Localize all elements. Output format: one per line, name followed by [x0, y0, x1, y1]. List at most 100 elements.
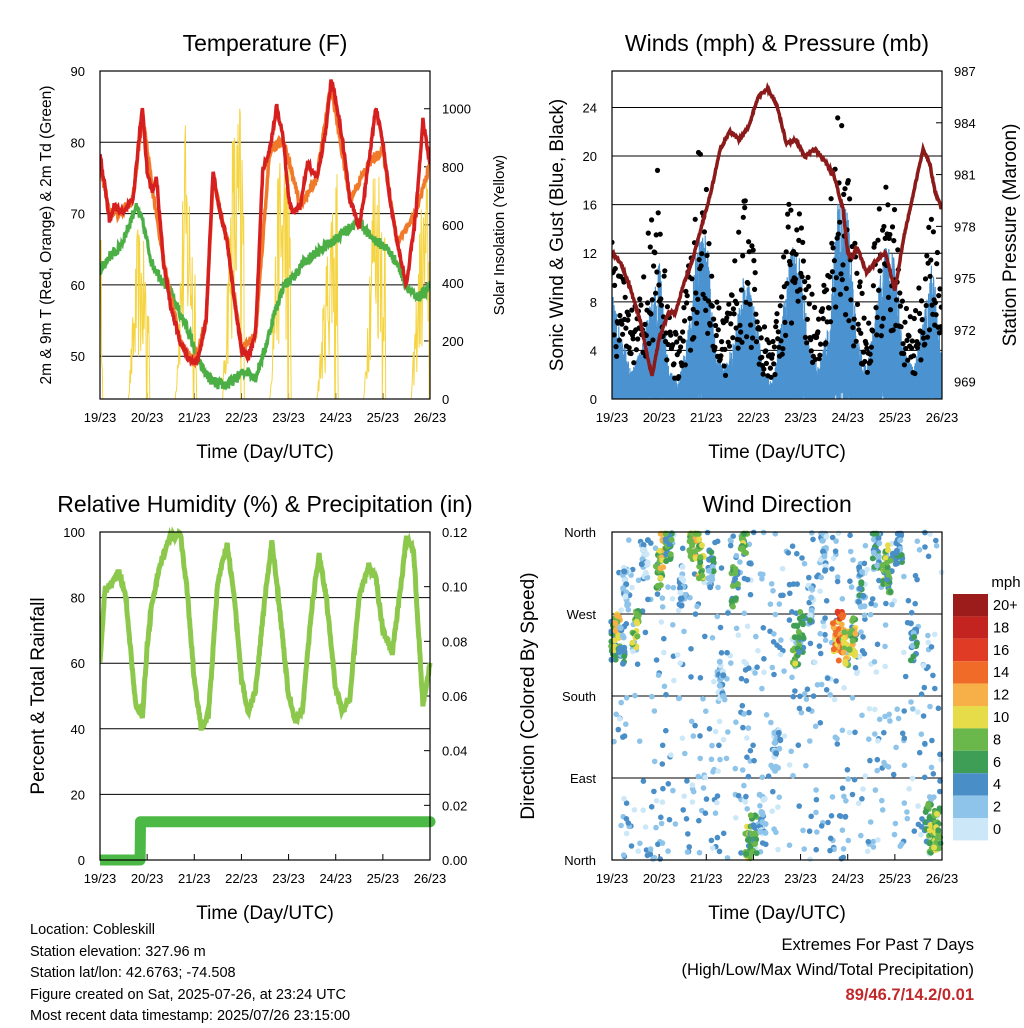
direction-point — [786, 842, 793, 848]
gust-point — [649, 217, 655, 223]
direction-point — [810, 536, 816, 543]
direction-point — [925, 664, 931, 670]
chart-panel-2: Winds (mph) & Pressure (mb) Time (Day/UTC… — [547, 30, 1021, 463]
gust-point — [855, 321, 861, 327]
direction-point — [872, 787, 879, 793]
gust-point — [739, 339, 745, 345]
direction-point — [632, 692, 638, 699]
gust-point — [695, 296, 701, 302]
direction-point — [690, 788, 697, 795]
direction-point — [703, 796, 710, 802]
y2-tick-label: 400 — [442, 276, 464, 291]
gust-point — [713, 332, 719, 339]
gust-point — [721, 363, 727, 369]
direction-point — [875, 837, 881, 843]
gust-point — [801, 295, 807, 301]
direction-point — [870, 838, 877, 845]
gust-point — [916, 285, 922, 291]
direction-point — [753, 836, 760, 843]
x-tick-label: 22/23 — [737, 410, 770, 425]
direction-point — [761, 656, 767, 662]
direction-point — [683, 816, 690, 822]
direction-point — [697, 675, 704, 681]
direction-point — [867, 757, 873, 764]
direction-point — [866, 736, 872, 742]
direction-point — [717, 756, 723, 763]
direction-point — [808, 607, 815, 614]
direction-point — [817, 720, 824, 726]
gust-point — [735, 345, 741, 351]
direction-point — [915, 709, 921, 715]
direction-point — [741, 711, 747, 717]
direction-point — [688, 646, 694, 652]
direction-point — [850, 615, 857, 622]
gust-point — [856, 283, 863, 290]
direction-point — [857, 585, 863, 592]
direction-point — [697, 733, 703, 739]
direction-point — [759, 809, 765, 816]
direction-point — [640, 542, 647, 548]
direction-point — [839, 785, 846, 791]
gust-point — [763, 348, 769, 354]
direction-point — [834, 574, 841, 580]
direction-point — [716, 682, 723, 689]
x-tick-label: 20/23 — [643, 410, 676, 425]
chart-title: Relative Humidity (%) & Precipitation (i… — [57, 491, 472, 517]
y2-axis-label: Station Pressure (Maroon) — [1000, 124, 1021, 347]
direction-point — [768, 581, 775, 587]
direction-point — [830, 555, 837, 562]
gust-point — [854, 270, 860, 276]
direction-point — [703, 708, 709, 714]
direction-point — [697, 554, 704, 561]
direction-point — [659, 761, 666, 767]
y2-tick-label: 0.10 — [442, 580, 467, 595]
direction-point — [909, 775, 916, 782]
gust-point — [684, 293, 690, 299]
gust-point — [912, 370, 918, 377]
direction-point — [796, 705, 803, 712]
direction-point — [657, 582, 664, 589]
direction-point — [676, 695, 683, 701]
direction-point — [716, 658, 723, 665]
direction-point — [854, 670, 860, 677]
gust-point — [706, 241, 712, 247]
direction-point — [740, 724, 746, 731]
direction-point — [839, 596, 846, 602]
gust-point — [617, 312, 623, 319]
y-axis-label: Percent & Total Rainfall — [28, 597, 49, 794]
direction-point — [933, 537, 939, 544]
direction-point — [813, 787, 819, 793]
gust-point — [647, 244, 653, 250]
direction-point — [858, 629, 864, 635]
gust-point — [831, 258, 838, 264]
gust-point — [911, 315, 917, 322]
gust-point — [663, 330, 669, 336]
gust-point — [771, 344, 778, 350]
direction-point — [623, 816, 630, 822]
pressure-line — [612, 81, 942, 377]
direction-point — [621, 733, 628, 739]
direction-point — [744, 754, 750, 760]
y2-tick-label: 0.06 — [442, 689, 467, 704]
direction-point — [911, 828, 918, 834]
direction-point — [753, 633, 759, 640]
direction-point — [884, 564, 891, 571]
direction-point — [851, 652, 858, 659]
extremes-box: Extremes For Past 7 Days (High/Low/Max W… — [681, 933, 974, 1008]
gust-point — [745, 280, 751, 286]
y2-tick-label: 987 — [954, 64, 976, 79]
direction-point — [847, 548, 854, 555]
direction-point — [928, 644, 935, 650]
gust-point — [830, 245, 836, 251]
gust-point — [870, 328, 876, 334]
gust-point — [709, 303, 715, 309]
direction-point — [663, 558, 670, 565]
gust-point — [718, 353, 724, 359]
gust-point — [724, 315, 730, 321]
gust-point — [919, 317, 925, 323]
gust-point — [835, 231, 842, 237]
direction-point — [772, 763, 779, 770]
direction-point — [666, 816, 673, 823]
gust-point — [854, 301, 861, 307]
direction-point — [931, 794, 937, 800]
